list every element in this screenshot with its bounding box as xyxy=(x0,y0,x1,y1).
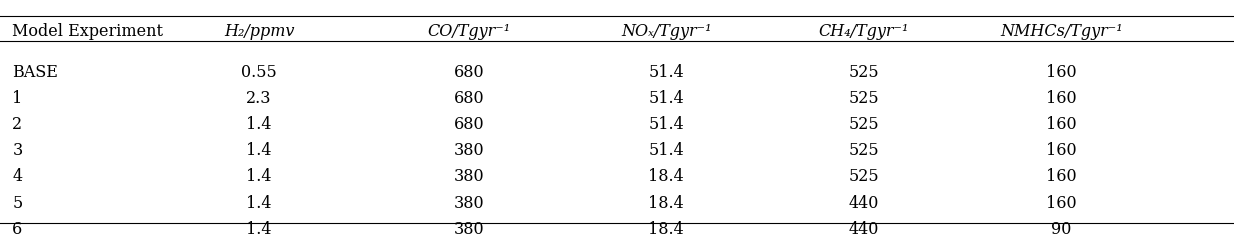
Text: 525: 525 xyxy=(849,64,879,81)
Text: 1.4: 1.4 xyxy=(247,142,271,159)
Text: 525: 525 xyxy=(849,90,879,107)
Text: 380: 380 xyxy=(454,168,484,185)
Text: Model Experiment: Model Experiment xyxy=(12,23,163,40)
Text: 380: 380 xyxy=(454,221,484,238)
Text: 2.3: 2.3 xyxy=(247,90,271,107)
Text: CO/Tgyr⁻¹: CO/Tgyr⁻¹ xyxy=(427,23,511,40)
Text: 525: 525 xyxy=(849,168,879,185)
Text: 18.4: 18.4 xyxy=(649,195,684,212)
Text: 680: 680 xyxy=(454,64,484,81)
Text: 440: 440 xyxy=(849,221,879,238)
Text: 160: 160 xyxy=(1046,142,1076,159)
Text: 380: 380 xyxy=(454,142,484,159)
Text: 18.4: 18.4 xyxy=(649,168,684,185)
Text: 440: 440 xyxy=(849,195,879,212)
Text: CH₄/Tgyr⁻¹: CH₄/Tgyr⁻¹ xyxy=(818,23,909,40)
Text: 1.4: 1.4 xyxy=(247,168,271,185)
Text: BASE: BASE xyxy=(12,64,58,81)
Text: 90: 90 xyxy=(1051,221,1071,238)
Text: 51.4: 51.4 xyxy=(649,64,684,81)
Text: 160: 160 xyxy=(1046,168,1076,185)
Text: 6: 6 xyxy=(12,221,22,238)
Text: 2: 2 xyxy=(12,116,22,133)
Text: 51.4: 51.4 xyxy=(649,116,684,133)
Text: 1.4: 1.4 xyxy=(247,195,271,212)
Text: H₂/ppmv: H₂/ppmv xyxy=(223,23,295,40)
Text: 380: 380 xyxy=(454,195,484,212)
Text: 51.4: 51.4 xyxy=(649,90,684,107)
Text: 525: 525 xyxy=(849,142,879,159)
Text: NMHCs/Tgyr⁻¹: NMHCs/Tgyr⁻¹ xyxy=(1000,23,1123,40)
Text: 3: 3 xyxy=(12,142,22,159)
Text: 51.4: 51.4 xyxy=(649,142,684,159)
Text: 1.4: 1.4 xyxy=(247,221,271,238)
Text: 5: 5 xyxy=(12,195,22,212)
Text: 680: 680 xyxy=(454,116,484,133)
Text: 525: 525 xyxy=(849,116,879,133)
Text: 160: 160 xyxy=(1046,195,1076,212)
Text: 1.4: 1.4 xyxy=(247,116,271,133)
Text: 1: 1 xyxy=(12,90,22,107)
Text: 18.4: 18.4 xyxy=(649,221,684,238)
Text: 160: 160 xyxy=(1046,116,1076,133)
Text: 0.55: 0.55 xyxy=(242,64,276,81)
Text: 4: 4 xyxy=(12,168,22,185)
Text: 160: 160 xyxy=(1046,90,1076,107)
Text: 160: 160 xyxy=(1046,64,1076,81)
Text: 680: 680 xyxy=(454,90,484,107)
Text: NOₓ/Tgyr⁻¹: NOₓ/Tgyr⁻¹ xyxy=(621,23,712,40)
